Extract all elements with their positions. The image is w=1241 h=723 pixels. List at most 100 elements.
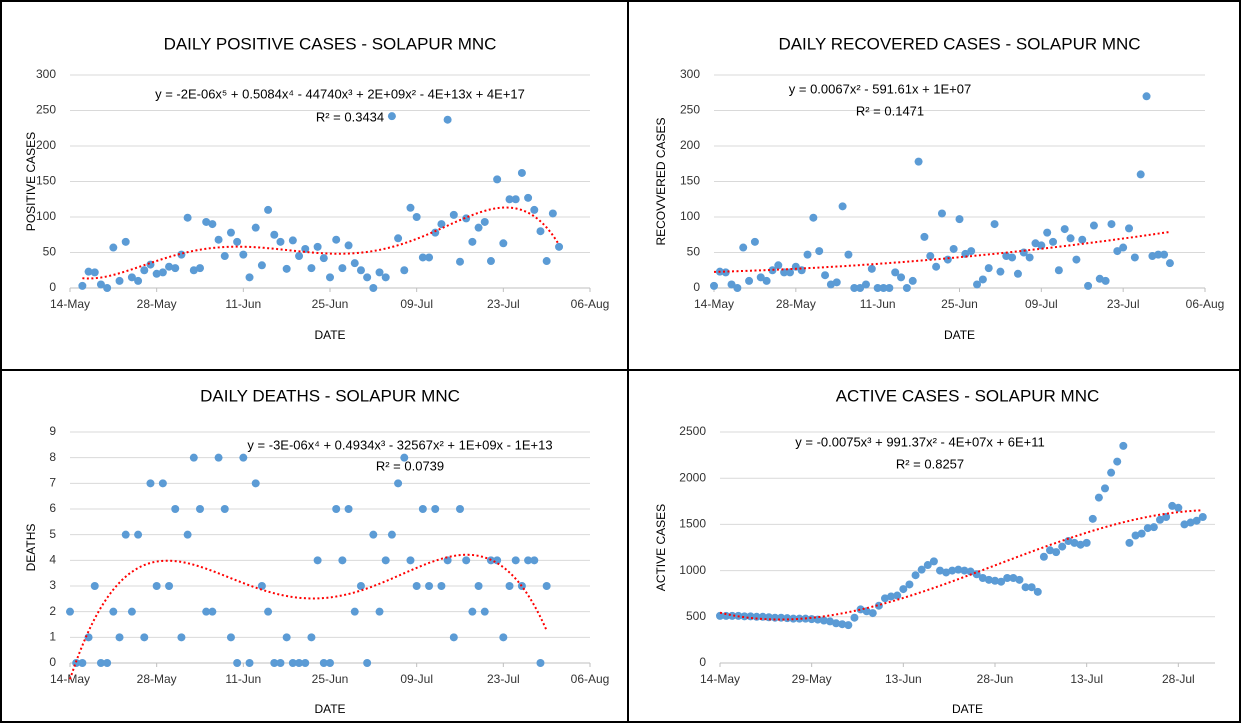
data-point — [960, 566, 969, 575]
data-point — [967, 247, 976, 256]
data-point — [264, 205, 273, 214]
chart-panel: ACTIVE CASES - SOLAPUR MNC 0 500 1000 1500 20… — [654, 386, 1215, 716]
data-point — [996, 267, 1005, 276]
data-point — [103, 284, 112, 292]
data-point — [542, 582, 551, 590]
data-point — [850, 613, 859, 622]
data-point — [511, 556, 520, 565]
data-point — [819, 616, 828, 625]
y-tick-label: 3 — [49, 578, 56, 592]
data-point — [1037, 241, 1046, 250]
data-point — [171, 264, 180, 273]
y-tick-label: 2000 — [679, 470, 706, 484]
data-point — [356, 582, 365, 590]
data-point — [165, 262, 174, 271]
data-point — [856, 605, 865, 614]
data-point — [1009, 573, 1018, 582]
data-point — [1168, 501, 1177, 510]
chart-title: ACTIVE CASES - SOLAPUR MNC — [836, 386, 1100, 405]
data-point — [456, 257, 464, 266]
x-tick-label: 23-Jul — [487, 297, 520, 311]
y-tick-label: 0 — [49, 655, 56, 669]
data-point — [867, 264, 876, 273]
data-point — [431, 228, 440, 237]
data-point — [449, 210, 458, 219]
data-point — [183, 213, 192, 222]
data-point — [208, 220, 217, 229]
data-point — [740, 612, 749, 621]
data-point — [66, 607, 74, 616]
data-point — [1072, 255, 1081, 264]
data-point — [245, 273, 254, 282]
data-point — [978, 573, 987, 582]
data-point — [1082, 538, 1091, 547]
data-point — [511, 195, 520, 204]
y-tick-label: 200 — [36, 138, 56, 152]
data-point — [78, 659, 87, 667]
x-tick-label: 06-Aug — [1186, 297, 1225, 311]
data-point — [369, 530, 378, 539]
data-point — [245, 659, 254, 667]
x-tick-label: 06-Aug — [571, 672, 610, 686]
data-point — [881, 594, 889, 603]
data-point — [955, 215, 964, 224]
y-tick-label: 150 — [680, 174, 700, 188]
x-tick-label: 13-Jul — [1070, 672, 1103, 686]
data-point — [1052, 548, 1061, 557]
data-point — [1021, 583, 1030, 592]
data-point — [891, 268, 900, 277]
data-point — [1143, 524, 1152, 533]
data-point — [165, 582, 174, 590]
data-point — [1156, 515, 1164, 524]
data-point — [375, 607, 384, 616]
data-point — [400, 266, 409, 275]
data-point — [313, 242, 322, 251]
data-point — [449, 633, 458, 642]
data-point — [727, 280, 736, 289]
y-tick-label: 300 — [680, 67, 700, 81]
data-point — [505, 582, 514, 590]
data-point — [369, 284, 378, 292]
data-point — [412, 582, 421, 590]
data-point — [103, 659, 112, 667]
y-tick-label: 0 — [49, 280, 56, 294]
data-point — [332, 505, 341, 513]
data-point — [923, 561, 932, 570]
chart-title: DAILY POSITIVE CASES - SOLAPUR MNC — [164, 34, 497, 53]
data-point — [381, 273, 390, 282]
data-point — [270, 659, 279, 667]
data-point — [536, 659, 545, 667]
data-point — [338, 264, 347, 273]
data-point — [499, 239, 508, 248]
data-point — [214, 235, 223, 244]
data-point — [868, 609, 877, 618]
chart-panel: DAILY POSITIVE CASES - SOLAPUR MNC 0 50 100… — [24, 34, 609, 342]
data-point — [499, 633, 508, 642]
data-point — [1125, 538, 1134, 547]
data-point — [1064, 537, 1073, 546]
data-point — [785, 268, 794, 277]
trendline — [69, 553, 548, 680]
data-point — [109, 607, 118, 616]
data-point — [177, 633, 186, 642]
data-point — [1113, 247, 1122, 256]
y-tick-label: 4 — [49, 553, 56, 567]
data-point — [326, 273, 334, 282]
x-axis-title: DATE — [952, 702, 983, 716]
data-point — [821, 271, 830, 280]
data-point — [844, 250, 853, 259]
data-point — [288, 236, 297, 245]
data-point — [474, 223, 483, 232]
data-point — [406, 203, 415, 212]
data-point — [733, 284, 742, 292]
y-tick-label: 500 — [686, 609, 706, 623]
data-point — [745, 276, 754, 285]
data-point — [1154, 250, 1163, 259]
data-point — [920, 232, 929, 241]
r-squared: R² = 0.8257 — [896, 456, 964, 471]
data-point — [1186, 518, 1195, 527]
data-point — [115, 633, 124, 642]
data-point — [1015, 575, 1024, 584]
x-tick-label: 28-May — [137, 297, 177, 311]
